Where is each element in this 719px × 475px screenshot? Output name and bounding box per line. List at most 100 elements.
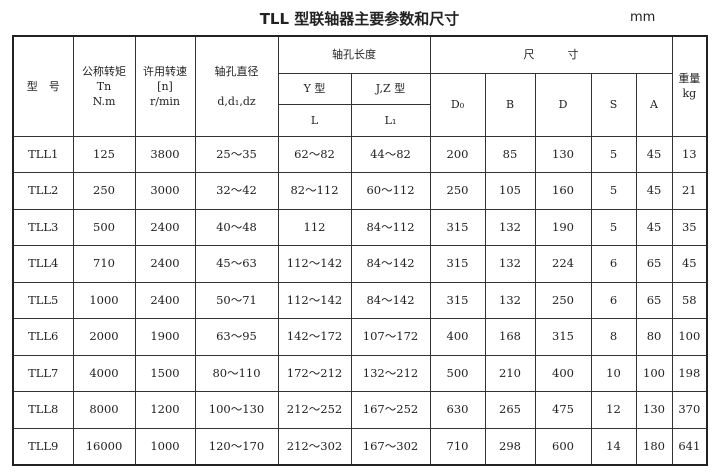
table-row: TLL6 2000 1900 63～95 142～172 107～172 400 168 315… [12, 318, 708, 356]
table-cell: 6 [590, 281, 637, 319]
table-cell: 400 [534, 354, 592, 392]
table-cell: 50～71 [194, 281, 279, 319]
table-cell: 100～130 [194, 391, 279, 429]
header-a: A [635, 72, 673, 137]
table-row: TLL3 500 2400 40～48 112 84～112 315 132 190 5 45 35 [12, 208, 708, 246]
table-cell: 212～252 [277, 391, 352, 429]
table-cell: 58 [671, 281, 708, 319]
table-cell: 198 [671, 354, 708, 392]
table-cell: 100 [671, 318, 708, 356]
table-cell: 105 [484, 172, 536, 210]
table-cell: 45 [671, 245, 708, 283]
table-cell: TLL7 [12, 354, 74, 392]
table-cell: 4000 [72, 354, 136, 392]
table-cell: 1200 [134, 391, 196, 429]
table-row: TLL9 16000 1000 120～170 212～302 167～302 710 298… [12, 427, 708, 465]
table-cell: 710 [429, 427, 486, 465]
table-cell: 315 [429, 208, 486, 246]
table-cell: 641 [671, 427, 708, 465]
table-cell: 107～172 [350, 318, 431, 356]
header-d0: D₀ [429, 72, 486, 137]
header-jz-type: J,Z 型 [350, 72, 431, 105]
table-cell: 180 [635, 427, 673, 465]
table-cell: 132 [484, 245, 536, 283]
header-bore-diameter: 轴孔直径 d,d₁,dz [194, 35, 279, 137]
table-cell: 44～82 [350, 135, 431, 173]
table-cell: 80 [635, 318, 673, 356]
header-l1: L₁ [350, 103, 431, 137]
table-cell: TLL8 [12, 391, 74, 429]
table-cell: 63～95 [194, 318, 279, 356]
header-s: S [590, 72, 637, 137]
table-cell: 84～142 [350, 281, 431, 319]
table-cell: TLL9 [12, 427, 74, 465]
header-speed: 许用转速 [n] r/min [134, 35, 196, 137]
table-cell: 630 [429, 391, 486, 429]
table-cell: 710 [72, 245, 136, 283]
unit-label: mm [630, 10, 656, 25]
table-cell: 315 [429, 245, 486, 283]
table-cell: 167～302 [350, 427, 431, 465]
table-row: TLL7 4000 1500 80～110 172～212 132～212 500 210 40… [12, 354, 708, 392]
table-cell: 2400 [134, 245, 196, 283]
table-row: TLL4 710 2400 45～63 112～142 84～142 315 132 224 6 6… [12, 245, 708, 283]
header-b: B [484, 72, 536, 137]
table-cell: 315 [429, 281, 486, 319]
table-cell: 8000 [72, 391, 136, 429]
header-y-type: Y 型 [277, 72, 352, 105]
table-cell: 60～112 [350, 172, 431, 210]
table-cell: 250 [429, 172, 486, 210]
table-title: TLL 型联轴器主要参数和尺寸 [259, 10, 460, 28]
table-cell: 370 [671, 391, 708, 429]
table-cell: 6 [590, 245, 637, 283]
table-cell: 85 [484, 135, 536, 173]
table-cell: 212～302 [277, 427, 352, 465]
header-torque: 公称转矩 Tn N.m [72, 35, 136, 137]
table-cell: TLL6 [12, 318, 74, 356]
table-cell: 250 [72, 172, 136, 210]
table-row: TLL5 1000 2400 50～71 112～142 84～142 315 132 250 6… [12, 281, 708, 319]
table-row: TLL2 250 3000 32～42 82～112 60～112 250 105 160 5 45… [12, 172, 708, 210]
table-cell: 2400 [134, 281, 196, 319]
table-cell: 132 [484, 208, 536, 246]
table-cell: 500 [429, 354, 486, 392]
table-cell: 45 [635, 172, 673, 210]
table-cell: 100 [635, 354, 673, 392]
table-cell: 130 [635, 391, 673, 429]
table-cell: 132～212 [350, 354, 431, 392]
table-cell: 10 [590, 354, 637, 392]
table-row: TLL1 125 3800 25～35 62～82 44～82 200 85 130 5 45 13 [12, 135, 708, 173]
table-cell: 16000 [72, 427, 136, 465]
table-cell: 1000 [72, 281, 136, 319]
table-cell: 5 [590, 135, 637, 173]
table-cell: TLL1 [12, 135, 74, 173]
table-cell: TLL4 [12, 245, 74, 283]
table-cell: 250 [534, 281, 592, 319]
table-cell: 45 [635, 208, 673, 246]
table-cell: 84～112 [350, 208, 431, 246]
table-cell: 84～142 [350, 245, 431, 283]
table-cell: 65 [635, 245, 673, 283]
table-cell: 112～142 [277, 281, 352, 319]
table-cell: 1900 [134, 318, 196, 356]
table-cell: 65 [635, 281, 673, 319]
coupling-parameters-table: 型 号 公称转矩 Tn N.m 许用转速 [n] r/min 轴孔直径 d,d₁,dz 轴… [12, 35, 709, 466]
table-cell: 120～170 [194, 427, 279, 465]
table-cell: 130 [534, 135, 592, 173]
table-cell: 80～110 [194, 354, 279, 392]
table-cell: 265 [484, 391, 536, 429]
table-cell: 14 [590, 427, 637, 465]
table-cell: 25～35 [194, 135, 279, 173]
table-cell: 2400 [134, 208, 196, 246]
table-cell: 5 [590, 208, 637, 246]
table-cell: 8 [590, 318, 637, 356]
header-d: D [534, 72, 592, 137]
table-cell: 112～142 [277, 245, 352, 283]
table-cell: 172～212 [277, 354, 352, 392]
table-cell: 160 [534, 172, 592, 210]
table-cell: 1500 [134, 354, 196, 392]
table-cell: 167～252 [350, 391, 431, 429]
table-row: TLL8 8000 1200 100～130 212～252 167～252 630 265 4… [12, 391, 708, 429]
header-model: 型 号 [12, 35, 74, 137]
table-cell: 45～63 [194, 245, 279, 283]
